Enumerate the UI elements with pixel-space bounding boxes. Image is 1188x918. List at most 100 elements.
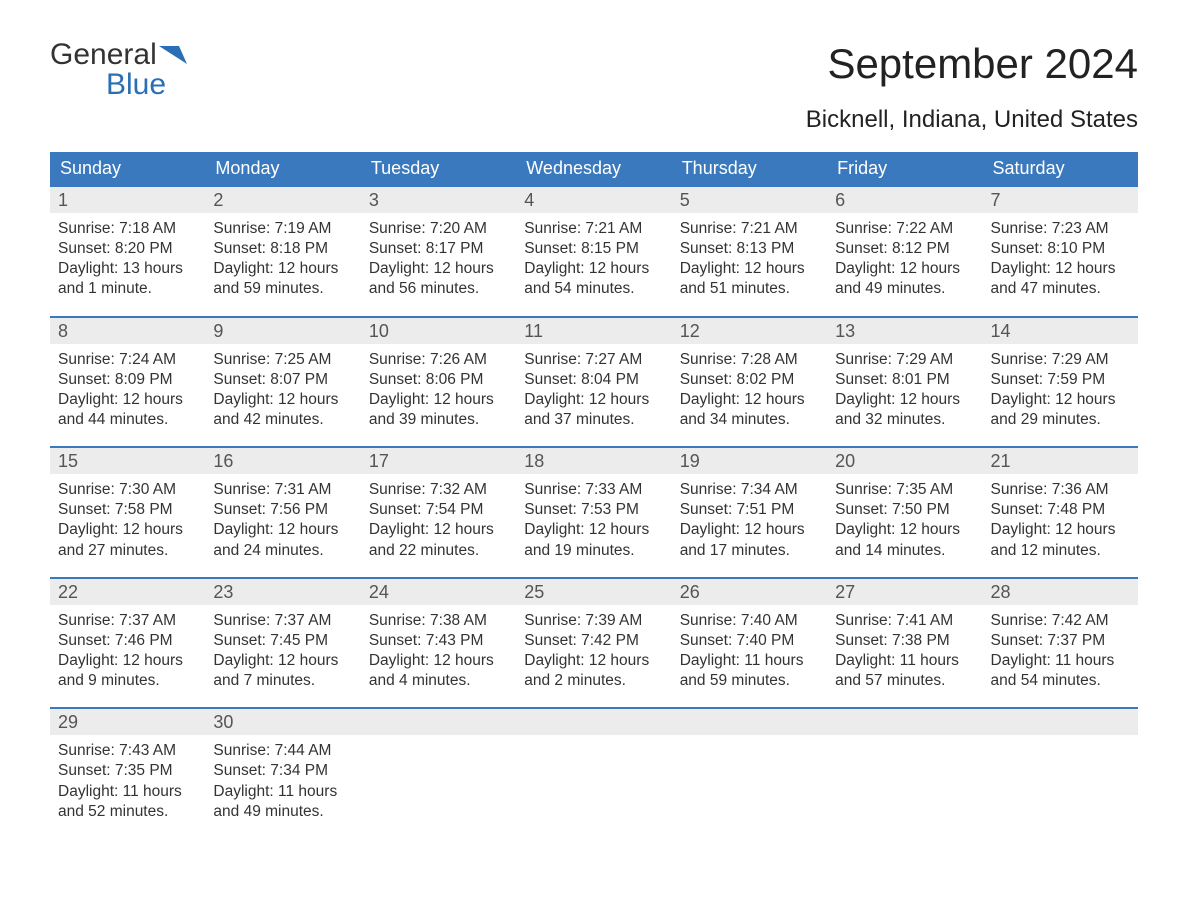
day-number <box>983 709 1138 735</box>
sunset-line: Sunset: 8:02 PM <box>680 370 819 390</box>
sunrise-line: Sunrise: 7:44 AM <box>213 741 352 761</box>
daylight-line1: Daylight: 12 hours <box>369 520 508 540</box>
calendar-day: 5Sunrise: 7:21 AMSunset: 8:13 PMDaylight… <box>672 187 827 306</box>
daylight-line1: Daylight: 12 hours <box>524 520 663 540</box>
calendar-day: 12Sunrise: 7:28 AMSunset: 8:02 PMDayligh… <box>672 318 827 437</box>
daylight-line2: and 49 minutes. <box>213 802 352 822</box>
calendar-week: 8Sunrise: 7:24 AMSunset: 8:09 PMDaylight… <box>50 316 1138 437</box>
day-details: Sunrise: 7:44 AMSunset: 7:34 PMDaylight:… <box>205 735 360 828</box>
calendar-week: 1Sunrise: 7:18 AMSunset: 8:20 PMDaylight… <box>50 185 1138 306</box>
sunset-line: Sunset: 8:01 PM <box>835 370 974 390</box>
daylight-line2: and 2 minutes. <box>524 671 663 691</box>
calendar-day: 27Sunrise: 7:41 AMSunset: 7:38 PMDayligh… <box>827 579 982 698</box>
calendar-day <box>361 709 516 828</box>
day-number: 4 <box>516 187 671 213</box>
calendar: Sunday Monday Tuesday Wednesday Thursday… <box>50 152 1138 828</box>
day-details: Sunrise: 7:31 AMSunset: 7:56 PMDaylight:… <box>205 474 360 567</box>
sunrise-line: Sunrise: 7:33 AM <box>524 480 663 500</box>
weekday-header-row: Sunday Monday Tuesday Wednesday Thursday… <box>50 152 1138 185</box>
day-number: 21 <box>983 448 1138 474</box>
calendar-day: 22Sunrise: 7:37 AMSunset: 7:46 PMDayligh… <box>50 579 205 698</box>
calendar-day: 19Sunrise: 7:34 AMSunset: 7:51 PMDayligh… <box>672 448 827 567</box>
daylight-line1: Daylight: 12 hours <box>369 259 508 279</box>
daylight-line1: Daylight: 11 hours <box>835 651 974 671</box>
day-details: Sunrise: 7:20 AMSunset: 8:17 PMDaylight:… <box>361 213 516 306</box>
daylight-line2: and 19 minutes. <box>524 541 663 561</box>
sunset-line: Sunset: 7:48 PM <box>991 500 1130 520</box>
day-details: Sunrise: 7:42 AMSunset: 7:37 PMDaylight:… <box>983 605 1138 698</box>
day-details: Sunrise: 7:43 AMSunset: 7:35 PMDaylight:… <box>50 735 205 828</box>
day-details: Sunrise: 7:37 AMSunset: 7:46 PMDaylight:… <box>50 605 205 698</box>
sunset-line: Sunset: 8:04 PM <box>524 370 663 390</box>
day-details: Sunrise: 7:21 AMSunset: 8:13 PMDaylight:… <box>672 213 827 306</box>
weekday-header: Wednesday <box>516 152 671 185</box>
daylight-line2: and 32 minutes. <box>835 410 974 430</box>
day-number: 6 <box>827 187 982 213</box>
daylight-line1: Daylight: 12 hours <box>213 651 352 671</box>
daylight-line2: and 59 minutes. <box>680 671 819 691</box>
day-number: 9 <box>205 318 360 344</box>
daylight-line1: Daylight: 12 hours <box>835 259 974 279</box>
day-details: Sunrise: 7:32 AMSunset: 7:54 PMDaylight:… <box>361 474 516 567</box>
sunset-line: Sunset: 7:56 PM <box>213 500 352 520</box>
day-number <box>672 709 827 735</box>
day-number: 7 <box>983 187 1138 213</box>
daylight-line2: and 34 minutes. <box>680 410 819 430</box>
day-number: 12 <box>672 318 827 344</box>
weekday-header: Monday <box>205 152 360 185</box>
calendar-day <box>672 709 827 828</box>
sunset-line: Sunset: 8:13 PM <box>680 239 819 259</box>
calendar-day: 11Sunrise: 7:27 AMSunset: 8:04 PMDayligh… <box>516 318 671 437</box>
day-details: Sunrise: 7:36 AMSunset: 7:48 PMDaylight:… <box>983 474 1138 567</box>
day-details: Sunrise: 7:24 AMSunset: 8:09 PMDaylight:… <box>50 344 205 437</box>
sunset-line: Sunset: 8:09 PM <box>58 370 197 390</box>
sunset-line: Sunset: 7:58 PM <box>58 500 197 520</box>
calendar-day: 3Sunrise: 7:20 AMSunset: 8:17 PMDaylight… <box>361 187 516 306</box>
calendar-week: 22Sunrise: 7:37 AMSunset: 7:46 PMDayligh… <box>50 577 1138 698</box>
day-number: 15 <box>50 448 205 474</box>
brand-part1: General <box>50 38 157 71</box>
daylight-line1: Daylight: 11 hours <box>680 651 819 671</box>
daylight-line1: Daylight: 12 hours <box>991 520 1130 540</box>
sunrise-line: Sunrise: 7:36 AM <box>991 480 1130 500</box>
daylight-line1: Daylight: 12 hours <box>213 259 352 279</box>
day-details: Sunrise: 7:27 AMSunset: 8:04 PMDaylight:… <box>516 344 671 437</box>
daylight-line2: and 51 minutes. <box>680 279 819 299</box>
calendar-day: 20Sunrise: 7:35 AMSunset: 7:50 PMDayligh… <box>827 448 982 567</box>
day-details: Sunrise: 7:29 AMSunset: 7:59 PMDaylight:… <box>983 344 1138 437</box>
calendar-day: 28Sunrise: 7:42 AMSunset: 7:37 PMDayligh… <box>983 579 1138 698</box>
day-number: 22 <box>50 579 205 605</box>
daylight-line2: and 14 minutes. <box>835 541 974 561</box>
day-number: 26 <box>672 579 827 605</box>
sunset-line: Sunset: 8:07 PM <box>213 370 352 390</box>
calendar-day: 4Sunrise: 7:21 AMSunset: 8:15 PMDaylight… <box>516 187 671 306</box>
sunrise-line: Sunrise: 7:29 AM <box>991 350 1130 370</box>
sunrise-line: Sunrise: 7:30 AM <box>58 480 197 500</box>
day-details: Sunrise: 7:18 AMSunset: 8:20 PMDaylight:… <box>50 213 205 306</box>
day-number: 13 <box>827 318 982 344</box>
day-number: 29 <box>50 709 205 735</box>
daylight-line1: Daylight: 12 hours <box>58 651 197 671</box>
flag-icon <box>159 40 187 70</box>
sunset-line: Sunset: 7:46 PM <box>58 631 197 651</box>
sunrise-line: Sunrise: 7:37 AM <box>58 611 197 631</box>
day-details: Sunrise: 7:29 AMSunset: 8:01 PMDaylight:… <box>827 344 982 437</box>
daylight-line1: Daylight: 12 hours <box>524 651 663 671</box>
day-number: 19 <box>672 448 827 474</box>
daylight-line2: and 17 minutes. <box>680 541 819 561</box>
calendar-day: 17Sunrise: 7:32 AMSunset: 7:54 PMDayligh… <box>361 448 516 567</box>
daylight-line1: Daylight: 12 hours <box>58 390 197 410</box>
calendar-day: 23Sunrise: 7:37 AMSunset: 7:45 PMDayligh… <box>205 579 360 698</box>
sunset-line: Sunset: 8:20 PM <box>58 239 197 259</box>
calendar-day: 9Sunrise: 7:25 AMSunset: 8:07 PMDaylight… <box>205 318 360 437</box>
daylight-line1: Daylight: 12 hours <box>524 259 663 279</box>
weekday-header: Tuesday <box>361 152 516 185</box>
sunrise-line: Sunrise: 7:27 AM <box>524 350 663 370</box>
daylight-line1: Daylight: 12 hours <box>524 390 663 410</box>
calendar-day: 15Sunrise: 7:30 AMSunset: 7:58 PMDayligh… <box>50 448 205 567</box>
sunset-line: Sunset: 8:10 PM <box>991 239 1130 259</box>
daylight-line2: and 7 minutes. <box>213 671 352 691</box>
brand-logo: General Blue <box>50 40 187 100</box>
daylight-line1: Daylight: 12 hours <box>213 520 352 540</box>
calendar-day: 14Sunrise: 7:29 AMSunset: 7:59 PMDayligh… <box>983 318 1138 437</box>
